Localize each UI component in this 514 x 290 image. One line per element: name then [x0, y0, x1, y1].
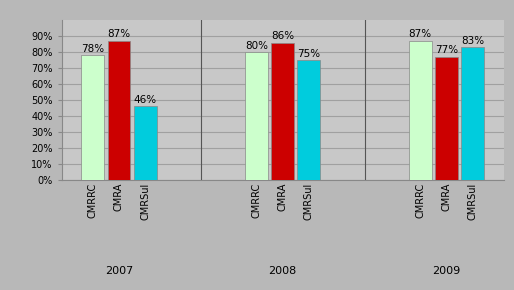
Bar [435, 57, 458, 180]
Bar [81, 55, 104, 180]
Text: 2008: 2008 [269, 266, 297, 276]
Bar [245, 52, 268, 180]
Bar [409, 41, 432, 180]
Bar [134, 106, 157, 180]
Text: 83%: 83% [461, 36, 484, 46]
Text: 46%: 46% [134, 95, 157, 105]
Text: 2009: 2009 [432, 266, 461, 276]
Text: 87%: 87% [107, 30, 131, 39]
Text: 78%: 78% [81, 44, 104, 54]
Bar [107, 41, 131, 180]
Bar [271, 43, 294, 180]
Text: 2007: 2007 [105, 266, 133, 276]
Text: 86%: 86% [271, 31, 294, 41]
Bar [461, 48, 484, 180]
Text: 77%: 77% [435, 46, 458, 55]
Text: 80%: 80% [245, 41, 268, 51]
Bar [298, 60, 320, 180]
Text: 87%: 87% [409, 30, 432, 39]
Text: 75%: 75% [297, 49, 320, 59]
